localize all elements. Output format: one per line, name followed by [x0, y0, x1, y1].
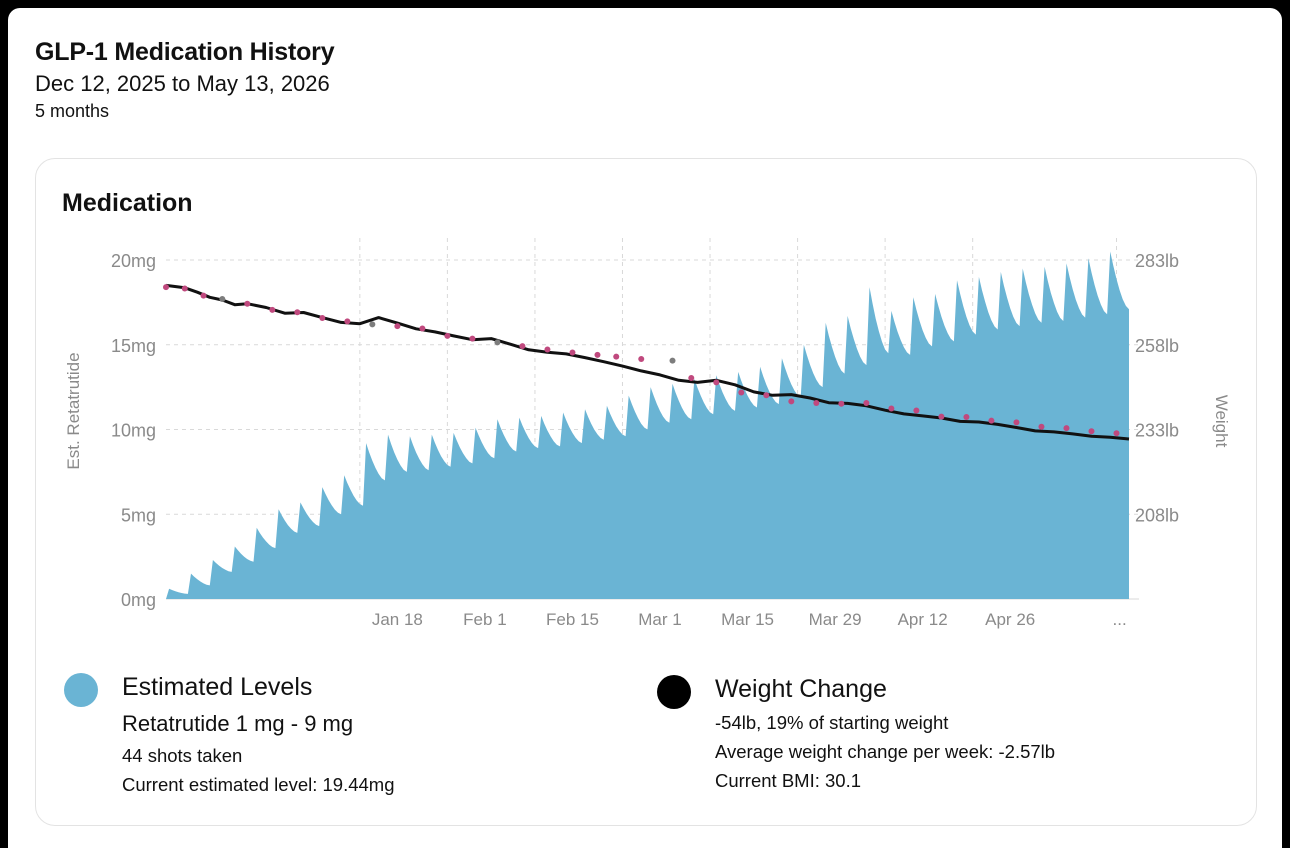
x-tick-label: Mar 15: [721, 610, 774, 629]
current-level: Current estimated level: 19.44mg: [122, 774, 395, 795]
average-weekly-change: Average weight change per week: -2.57lb: [715, 741, 1056, 762]
weigh-in-point[interactable]: [569, 349, 576, 356]
weigh-in-point[interactable]: [519, 343, 526, 350]
weigh-in-point[interactable]: [669, 357, 676, 364]
weigh-in-point[interactable]: [913, 407, 920, 414]
weigh-in-point[interactable]: [200, 292, 207, 299]
estimated-levels-title: Estimated Levels: [122, 673, 313, 701]
weigh-in-point[interactable]: [1063, 425, 1070, 432]
weigh-in-point[interactable]: [294, 309, 301, 316]
weigh-in-point[interactable]: [788, 398, 795, 405]
weigh-in-point[interactable]: [319, 314, 326, 321]
estimated-levels-legend-dot: [64, 673, 98, 707]
weigh-in-point[interactable]: [369, 321, 376, 328]
x-tick-label: Feb 1: [463, 610, 506, 629]
right-tick-label: 258lb: [1135, 336, 1179, 356]
weigh-in-point[interactable]: [219, 295, 226, 302]
right-tick-label: 233lb: [1135, 421, 1179, 441]
x-axis-ticks: Jan 18 Feb 1 Feb 15 Mar 1 Mar 15 Mar 29 Apr 12…: [372, 610, 1127, 629]
weigh-in-point[interactable]: [394, 323, 401, 330]
estimated-levels-area: [166, 251, 1129, 599]
weigh-in-point[interactable]: [813, 400, 820, 407]
weight-change-summary: -54lb, 19% of starting weight: [715, 712, 949, 733]
weigh-in-point[interactable]: [1038, 423, 1045, 430]
weigh-in-point[interactable]: [344, 318, 351, 325]
weigh-in-point[interactable]: [638, 355, 645, 362]
right-axis-ticks: 283lb 258lb 233lb 208lb: [1135, 251, 1179, 525]
weigh-in-point[interactable]: [888, 405, 895, 412]
current-bmi: Current BMI: 30.1: [715, 770, 862, 791]
x-tick-label: Feb 15: [546, 610, 599, 629]
left-tick-label: 15mg: [111, 336, 156, 356]
weigh-in-point[interactable]: [419, 325, 426, 332]
weigh-in-point[interactable]: [963, 413, 970, 420]
weigh-in-point[interactable]: [544, 346, 551, 353]
left-tick-label: 5mg: [121, 505, 156, 525]
weigh-in-point[interactable]: [269, 306, 276, 313]
weigh-in-point[interactable]: [613, 353, 620, 360]
estimated-levels-subtitle: Retatrutide 1 mg - 9 mg: [122, 711, 354, 736]
duration-label: 5 months: [35, 101, 110, 121]
weigh-in-point[interactable]: [763, 392, 770, 399]
left-tick-label: 20mg: [111, 251, 156, 271]
weigh-in-point[interactable]: [938, 413, 945, 420]
right-axis-label: Weight: [1212, 395, 1231, 448]
left-axis-ticks: 20mg 15mg 10mg 5mg 0mg: [111, 251, 156, 610]
shots-taken: 44 shots taken: [122, 745, 243, 766]
x-tick-label: Jan 18: [372, 610, 423, 629]
x-tick-label: Mar 29: [809, 610, 862, 629]
weigh-in-point[interactable]: [494, 339, 501, 346]
weigh-in-point[interactable]: [1113, 430, 1120, 437]
weigh-in-point[interactable]: [244, 300, 251, 307]
right-tick-label: 283lb: [1135, 251, 1179, 271]
x-tick-label: Mar 1: [638, 610, 681, 629]
weigh-in-point[interactable]: [713, 379, 720, 386]
weigh-in-point[interactable]: [988, 417, 995, 424]
weigh-in-point[interactable]: [444, 332, 451, 339]
weight-change-legend-dot: [657, 675, 691, 709]
x-tick-label: Apr 26: [985, 610, 1035, 629]
page: GLP-1 Medication History Dec 12, 2025 to…: [8, 8, 1282, 848]
weigh-in-point[interactable]: [594, 351, 601, 358]
weigh-in-point[interactable]: [163, 284, 169, 291]
weigh-in-points: [163, 284, 1120, 437]
weight-change-title: Weight Change: [715, 675, 887, 703]
weigh-in-point[interactable]: [1088, 428, 1095, 435]
right-tick-label: 208lb: [1135, 505, 1179, 525]
left-axis-label: Est. Retatrutide: [64, 352, 83, 469]
weigh-in-point[interactable]: [469, 335, 476, 342]
weigh-in-point[interactable]: [738, 389, 745, 396]
x-tick-label: ...: [1113, 610, 1127, 629]
medication-card: Medication 20mg 15mg 10mg 5mg 0mg 283lb 258lb…: [35, 158, 1257, 826]
weight-line: [165, 283, 1130, 441]
page-title: GLP-1 Medication History: [35, 38, 335, 66]
weigh-in-point[interactable]: [181, 285, 188, 292]
weigh-in-point[interactable]: [688, 374, 695, 381]
weigh-in-point[interactable]: [863, 400, 870, 407]
left-tick-label: 0mg: [121, 590, 156, 610]
weigh-in-point[interactable]: [1013, 419, 1020, 426]
card-title: Medication: [62, 189, 193, 217]
weigh-in-point[interactable]: [838, 400, 845, 407]
left-tick-label: 10mg: [111, 421, 156, 441]
date-range: Dec 12, 2025 to May 13, 2026: [35, 71, 330, 96]
x-tick-label: Apr 12: [898, 610, 948, 629]
